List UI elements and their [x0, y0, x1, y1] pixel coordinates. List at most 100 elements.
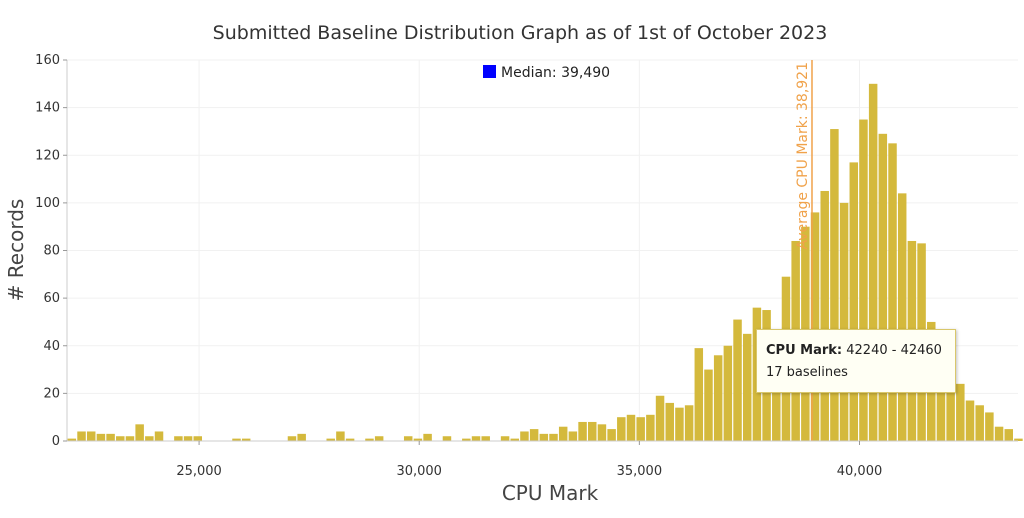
histogram-bar[interactable]: [232, 438, 241, 441]
histogram-bar[interactable]: [442, 436, 452, 441]
histogram-bar[interactable]: [859, 119, 868, 441]
histogram-bar[interactable]: [646, 414, 655, 441]
histogram-bar[interactable]: [462, 438, 471, 441]
x-axis-label: CPU Mark: [502, 481, 599, 505]
histogram-bar[interactable]: [287, 436, 297, 441]
histogram-bar[interactable]: [403, 436, 413, 441]
histogram-bar[interactable]: [975, 405, 984, 441]
histogram-bar[interactable]: [539, 433, 549, 441]
legend-median-label: Median: 39,490: [501, 65, 610, 81]
histogram-bar[interactable]: [1004, 429, 1013, 441]
histogram-bar[interactable]: [655, 395, 665, 441]
axes: 0 20 40 60 80 100 120 140 160 25,000 30,000 35,000 4…: [35, 53, 1018, 479]
tooltip-range-value: 42240 - 42460: [846, 343, 942, 358]
histogram-bar[interactable]: [86, 431, 96, 441]
y-tick-label: 160: [35, 53, 60, 68]
histogram-bar[interactable]: [878, 133, 888, 441]
histogram-bar[interactable]: [868, 83, 878, 441]
y-tick-label: 80: [43, 244, 60, 259]
tooltip-count: 17 baselines: [766, 365, 848, 380]
histogram-bar[interactable]: [713, 355, 723, 441]
histogram-bar[interactable]: [336, 431, 345, 441]
histogram-bar[interactable]: [626, 414, 636, 441]
histogram-bar[interactable]: [135, 424, 144, 441]
histogram-bar[interactable]: [520, 431, 529, 441]
histogram-bar[interactable]: [481, 436, 490, 441]
y-tick-label: 120: [35, 148, 60, 163]
histogram-bar[interactable]: [694, 348, 704, 441]
histogram-bar[interactable]: [617, 417, 626, 441]
histogram-bar[interactable]: [193, 436, 203, 441]
histogram-bar[interactable]: [374, 436, 384, 441]
histogram-bar[interactable]: [241, 438, 251, 441]
histogram-bar[interactable]: [471, 436, 481, 441]
histogram-bar[interactable]: [77, 431, 86, 441]
y-tick-label: 0: [52, 434, 60, 449]
histogram-bar[interactable]: [297, 433, 306, 441]
histogram-bar[interactable]: [568, 431, 578, 441]
histogram-bar[interactable]: [345, 438, 355, 441]
histogram-bar[interactable]: [733, 319, 742, 441]
y-tick-label: 40: [43, 339, 60, 354]
histogram-bar[interactable]: [936, 357, 946, 441]
histogram-bar[interactable]: [820, 190, 829, 441]
histogram-bar[interactable]: [116, 436, 125, 441]
histogram-bar[interactable]: [413, 438, 423, 441]
histogram-bar[interactable]: [529, 429, 539, 441]
histogram-bar[interactable]: [723, 345, 733, 441]
histogram-bar[interactable]: [888, 143, 897, 441]
histogram-bar[interactable]: [684, 405, 694, 441]
histogram-bar[interactable]: [597, 424, 607, 441]
histogram-bar[interactable]: [125, 436, 135, 441]
histogram-bar[interactable]: [183, 436, 193, 441]
average-label: Average CPU Mark: 38,921: [795, 62, 811, 250]
histogram-bar[interactable]: [675, 407, 684, 441]
histogram-bar[interactable]: [607, 429, 616, 441]
y-tick-label: 100: [35, 196, 60, 211]
histogram-bar[interactable]: [897, 193, 907, 441]
histogram-bar[interactable]: [500, 436, 510, 441]
histogram-bar[interactable]: [965, 400, 975, 441]
y-tick-label: 20: [43, 386, 60, 401]
histogram-bar[interactable]: [423, 433, 432, 441]
histogram-bar[interactable]: [994, 426, 1004, 441]
x-tick-label: 40,000: [837, 464, 883, 479]
legend-swatch: [483, 65, 496, 78]
x-tick-label: 35,000: [617, 464, 663, 479]
histogram-bar[interactable]: [849, 162, 859, 442]
histogram-bar[interactable]: [154, 431, 164, 441]
y-tick-label: 140: [35, 101, 60, 116]
x-tick-label: 30,000: [396, 464, 442, 479]
histogram-bar[interactable]: [839, 202, 849, 441]
histogram-bar[interactable]: [636, 417, 645, 441]
histogram-bar[interactable]: [946, 369, 955, 441]
histogram-bar[interactable]: [578, 421, 587, 441]
histogram-bar[interactable]: [67, 438, 77, 441]
histogram-bar[interactable]: [665, 402, 674, 441]
histogram-bar[interactable]: [830, 129, 839, 441]
histogram-bar[interactable]: [588, 421, 597, 441]
histogram-bar[interactable]: [106, 433, 115, 441]
histogram-bar[interactable]: [96, 433, 106, 441]
histogram-bar[interactable]: [365, 438, 374, 441]
histogram-bar[interactable]: [326, 438, 335, 441]
histogram-bar[interactable]: [985, 412, 994, 441]
histogram-bar[interactable]: [1014, 438, 1023, 441]
tooltip: CPU Mark: 42240 - 42460 17 baselines: [756, 329, 956, 393]
histogram-bar[interactable]: [742, 333, 752, 441]
histogram-bar[interactable]: [558, 426, 568, 441]
legend[interactable]: Median: 39,490: [483, 65, 610, 81]
tooltip-range-label: CPU Mark:: [766, 343, 843, 358]
histogram-bar[interactable]: [956, 383, 965, 441]
histogram-bar[interactable]: [810, 212, 820, 441]
histogram-bar[interactable]: [145, 436, 154, 441]
histogram-bar[interactable]: [174, 436, 183, 441]
histogram-bar[interactable]: [510, 438, 520, 441]
x-tick-label: 25,000: [176, 464, 222, 479]
y-tick-label: 60: [43, 291, 60, 306]
histogram-bar[interactable]: [704, 369, 713, 441]
y-axis-label: # Records: [4, 199, 28, 302]
histogram-bar[interactable]: [549, 433, 558, 441]
